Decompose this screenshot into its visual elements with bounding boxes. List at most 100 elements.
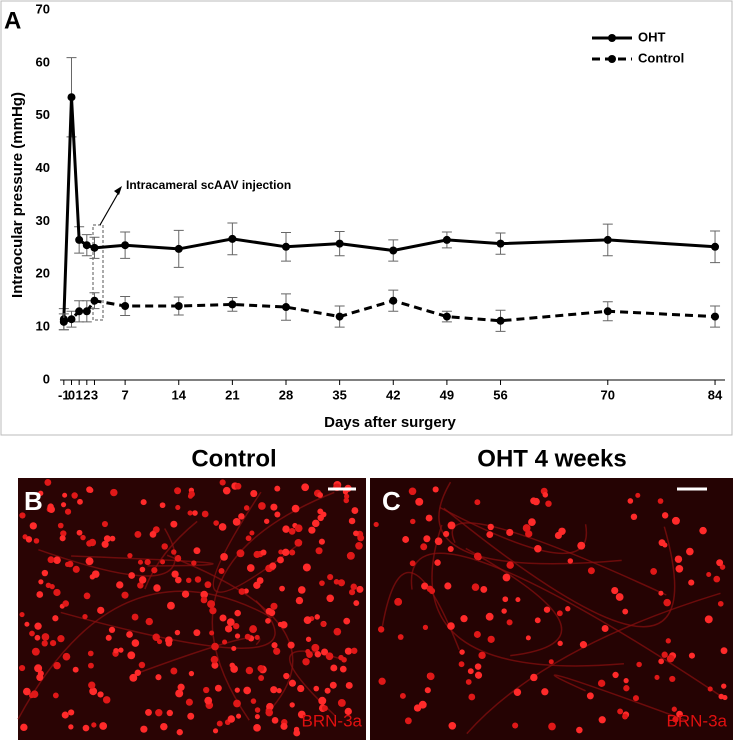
cell [61,711,69,719]
cell [506,528,514,537]
cell [233,622,240,630]
cell [318,538,325,545]
cell [207,600,216,609]
cell [181,590,190,598]
cell [707,686,713,692]
cell [218,568,225,575]
cell [38,579,44,585]
cell [661,651,668,658]
cell [289,549,296,556]
cell [36,591,44,598]
cell [623,685,630,692]
cell [231,645,237,652]
cell [128,572,136,579]
cell [246,564,255,572]
cell [344,647,353,655]
cell [152,633,160,641]
cell [468,693,476,701]
cell [654,674,660,680]
cell [317,514,324,522]
cell [105,634,112,641]
cell [145,708,152,716]
cell [234,687,240,693]
point [282,303,291,312]
cell [209,630,215,636]
cell [474,499,481,506]
point [335,239,344,248]
point [67,315,76,324]
x-tick-label: 84 [708,387,723,402]
cell [434,537,443,546]
vessel [439,506,588,555]
cell [265,708,274,717]
y-tick-label: 30 [36,213,50,228]
cell [636,661,642,668]
cell [598,716,606,724]
cell [62,652,71,661]
cell [473,630,481,638]
cell [355,542,363,550]
cell [41,633,50,641]
cell [139,566,146,573]
cell [353,530,359,537]
point [82,307,91,316]
cell [62,492,68,498]
cell [421,582,429,590]
x-tick-label: 0 [68,387,75,402]
cell [170,520,178,528]
cell [635,492,641,498]
cell [321,648,329,656]
point [603,235,612,244]
cell [615,593,624,601]
cell [186,577,192,584]
cell [129,673,138,682]
cell [675,564,684,573]
cell [424,687,431,694]
cell [662,542,668,548]
point [59,317,68,326]
cell [706,572,712,578]
cell [612,671,619,679]
cell [64,561,71,567]
cell [657,498,664,504]
cell [311,519,320,528]
cell [204,581,212,589]
cell [140,725,148,733]
cell [213,520,219,526]
point [496,239,505,248]
cell [627,498,634,504]
cell [534,545,542,553]
cell [294,524,303,533]
cell [525,530,533,538]
cell [234,482,242,490]
cell [218,523,227,531]
cell [76,529,83,536]
cell [265,618,271,624]
cell [174,555,182,562]
cell [298,586,306,594]
point [442,235,451,244]
cell [144,559,151,566]
cell [245,535,252,542]
cell [101,540,109,548]
cell [512,722,519,729]
cell [318,696,327,705]
cell [402,536,410,543]
cell [250,489,258,498]
cell [185,698,193,706]
cell [415,497,424,506]
cell [194,576,202,583]
cell [622,713,628,720]
cell [31,647,40,656]
cell [38,490,44,496]
cell [134,530,142,538]
cell [487,523,494,531]
x-tick-label: 1 [76,387,83,402]
cell [325,652,334,661]
x-tick-label: 28 [279,387,293,402]
cell [127,553,133,559]
cell [579,641,588,649]
cell [127,651,136,660]
cell [672,716,679,723]
y-tick-label: 0 [43,371,50,386]
